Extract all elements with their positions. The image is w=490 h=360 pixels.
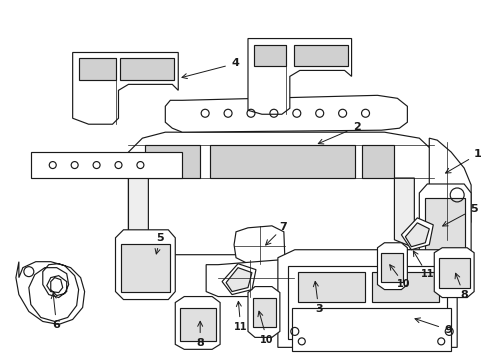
Polygon shape — [394, 178, 415, 248]
Polygon shape — [16, 262, 85, 324]
Polygon shape — [116, 230, 175, 300]
Polygon shape — [405, 223, 429, 247]
Text: 11: 11 — [420, 270, 434, 279]
Text: 9: 9 — [445, 325, 453, 335]
Text: 10: 10 — [260, 335, 274, 345]
Polygon shape — [78, 58, 116, 80]
Polygon shape — [146, 145, 200, 178]
Text: 7: 7 — [280, 222, 287, 232]
Polygon shape — [362, 145, 394, 178]
Text: 8: 8 — [196, 338, 204, 348]
Polygon shape — [175, 297, 220, 349]
Polygon shape — [31, 152, 182, 178]
Polygon shape — [434, 248, 474, 298]
Polygon shape — [254, 45, 286, 67]
Polygon shape — [439, 258, 470, 288]
Polygon shape — [401, 218, 433, 250]
Polygon shape — [278, 250, 457, 347]
Text: 5: 5 — [156, 233, 164, 243]
Polygon shape — [222, 264, 256, 294]
Text: 10: 10 — [397, 279, 411, 289]
Polygon shape — [121, 58, 174, 80]
Polygon shape — [419, 184, 471, 262]
Polygon shape — [288, 266, 447, 339]
Text: 6: 6 — [52, 320, 61, 330]
Polygon shape — [371, 272, 439, 302]
Text: 11: 11 — [234, 323, 247, 332]
Text: 4: 4 — [232, 58, 240, 68]
Polygon shape — [210, 145, 355, 178]
Polygon shape — [248, 39, 352, 114]
Polygon shape — [122, 244, 171, 292]
Polygon shape — [128, 178, 148, 248]
Polygon shape — [248, 287, 280, 337]
Polygon shape — [180, 307, 216, 341]
Polygon shape — [294, 45, 347, 67]
Polygon shape — [226, 268, 252, 292]
Polygon shape — [382, 253, 403, 282]
Text: 2: 2 — [353, 122, 361, 132]
Text: 5: 5 — [470, 204, 478, 214]
Polygon shape — [292, 307, 451, 351]
Polygon shape — [73, 53, 178, 124]
Text: 8: 8 — [460, 290, 468, 300]
Text: 1: 1 — [474, 149, 482, 159]
Polygon shape — [234, 226, 285, 264]
Polygon shape — [425, 198, 465, 254]
Polygon shape — [165, 95, 407, 132]
Polygon shape — [206, 260, 295, 297]
Polygon shape — [429, 138, 471, 242]
Text: 3: 3 — [315, 305, 322, 314]
Polygon shape — [253, 298, 276, 328]
Polygon shape — [377, 243, 407, 289]
Polygon shape — [128, 132, 434, 255]
Polygon shape — [298, 272, 365, 302]
